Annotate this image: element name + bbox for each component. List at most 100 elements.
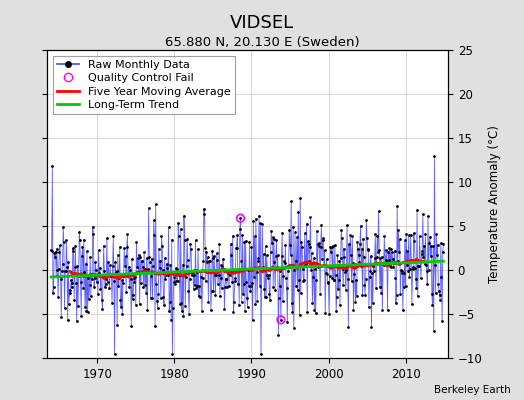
Point: [69, 245, 77, 251]
Point: [221, 283, 229, 290]
Point: [78, 253, 86, 260]
Point: [345, 241, 353, 248]
Point: [226, 268, 234, 274]
Point: [333, 252, 342, 258]
Point: [384, 307, 392, 314]
Point: [385, 244, 394, 251]
Point: [50, 249, 58, 256]
Point: [282, 284, 291, 291]
Point: [98, 306, 106, 312]
Point: [381, 257, 390, 263]
Point: [423, 281, 432, 287]
Point: [219, 256, 227, 262]
Point: [405, 232, 413, 239]
Point: [302, 220, 311, 227]
Point: [399, 307, 407, 314]
Point: [429, 242, 438, 249]
Point: [233, 244, 241, 251]
Point: [141, 266, 150, 272]
Point: [299, 266, 307, 272]
Point: [208, 248, 216, 254]
Point: [270, 259, 279, 266]
Point: [123, 243, 131, 250]
Point: [242, 278, 250, 285]
Point: [306, 214, 314, 220]
Point: [424, 266, 433, 273]
Point: [173, 265, 181, 272]
Point: [326, 244, 334, 250]
Point: [278, 230, 287, 236]
Point: [165, 224, 173, 231]
Point: [234, 280, 242, 287]
Point: [227, 252, 236, 258]
Point: [388, 249, 396, 256]
Point: [250, 233, 259, 239]
Point: [54, 266, 63, 272]
Point: [121, 262, 129, 269]
Point: [132, 302, 140, 308]
Point: [274, 332, 282, 338]
Point: [300, 277, 308, 283]
Point: [265, 290, 274, 297]
Point: [269, 284, 277, 290]
Point: [222, 276, 231, 282]
Point: [217, 285, 226, 291]
Point: [236, 226, 244, 232]
Point: [134, 255, 142, 262]
Point: [196, 268, 205, 275]
Point: [411, 276, 420, 282]
Point: [112, 268, 120, 275]
Point: [67, 277, 75, 284]
Point: [361, 291, 369, 298]
Point: [131, 274, 139, 280]
Point: [325, 310, 333, 317]
Point: [344, 324, 353, 331]
Point: [213, 257, 222, 263]
Point: [415, 262, 423, 269]
Point: [407, 232, 415, 239]
Point: [166, 262, 174, 268]
Point: [108, 300, 116, 306]
Point: [63, 264, 71, 270]
Point: [184, 288, 193, 294]
Point: [319, 237, 327, 243]
Point: [140, 249, 148, 255]
Point: [354, 252, 363, 258]
Point: [83, 309, 92, 315]
Point: [60, 239, 68, 246]
Point: [351, 299, 359, 306]
Point: [321, 310, 330, 316]
Point: [91, 259, 100, 265]
Point: [219, 263, 227, 269]
Point: [125, 284, 134, 290]
Point: [328, 244, 336, 250]
Point: [62, 237, 71, 243]
Point: [407, 257, 416, 264]
Point: [402, 231, 410, 238]
Point: [401, 283, 410, 289]
Point: [276, 283, 285, 290]
Point: [115, 244, 124, 250]
Point: [297, 239, 305, 245]
Point: [165, 308, 173, 314]
Point: [292, 258, 301, 264]
Point: [195, 283, 203, 290]
Point: [256, 283, 264, 289]
Point: [308, 250, 316, 257]
Point: [302, 260, 310, 266]
Point: [374, 208, 383, 214]
Point: [55, 248, 63, 255]
Point: [347, 252, 355, 258]
Point: [342, 287, 350, 293]
Point: [291, 282, 300, 289]
Point: [418, 251, 426, 258]
Point: [433, 242, 442, 248]
Point: [136, 254, 145, 260]
Point: [427, 253, 435, 259]
Point: [277, 317, 285, 323]
Point: [215, 241, 223, 247]
Point: [162, 271, 170, 278]
Point: [324, 279, 333, 285]
Point: [394, 258, 402, 264]
Point: [348, 260, 357, 266]
